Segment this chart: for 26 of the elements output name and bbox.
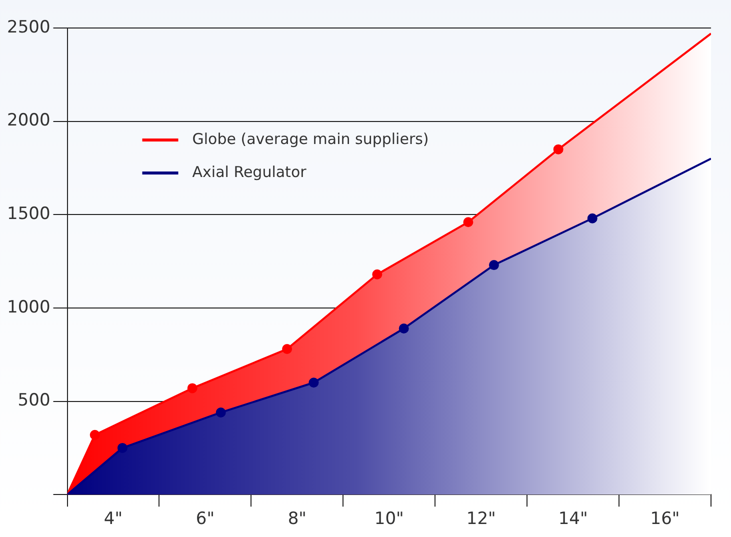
y-tick-label: 500 xyxy=(18,390,50,411)
point xyxy=(90,430,100,440)
legend-label: Axial Regulator xyxy=(192,162,308,181)
x-tick-label: 14" xyxy=(558,509,588,530)
y-tick-label: 1500 xyxy=(7,204,50,224)
point xyxy=(187,383,198,394)
point xyxy=(308,378,319,388)
point xyxy=(553,144,564,154)
point xyxy=(587,213,598,224)
x-tick-label: 12" xyxy=(466,509,496,530)
point xyxy=(117,442,128,453)
x-tick-label: 6" xyxy=(196,509,215,530)
point xyxy=(282,344,292,354)
x-tick-label: 10" xyxy=(374,509,404,530)
x-tick-label: 8" xyxy=(288,509,306,530)
y-tick-label: 2000 xyxy=(7,110,50,131)
legend-label: Globe (average main suppliers) xyxy=(192,130,429,148)
point xyxy=(398,323,409,334)
x-tick-label: 16" xyxy=(650,509,680,530)
x-tick-label: 4" xyxy=(104,509,123,530)
point xyxy=(216,407,226,418)
y-tick-label: 1000 xyxy=(7,297,50,318)
point xyxy=(463,217,474,228)
point xyxy=(488,260,499,270)
y-tick-label: 2500 xyxy=(7,17,50,38)
point xyxy=(372,269,382,280)
